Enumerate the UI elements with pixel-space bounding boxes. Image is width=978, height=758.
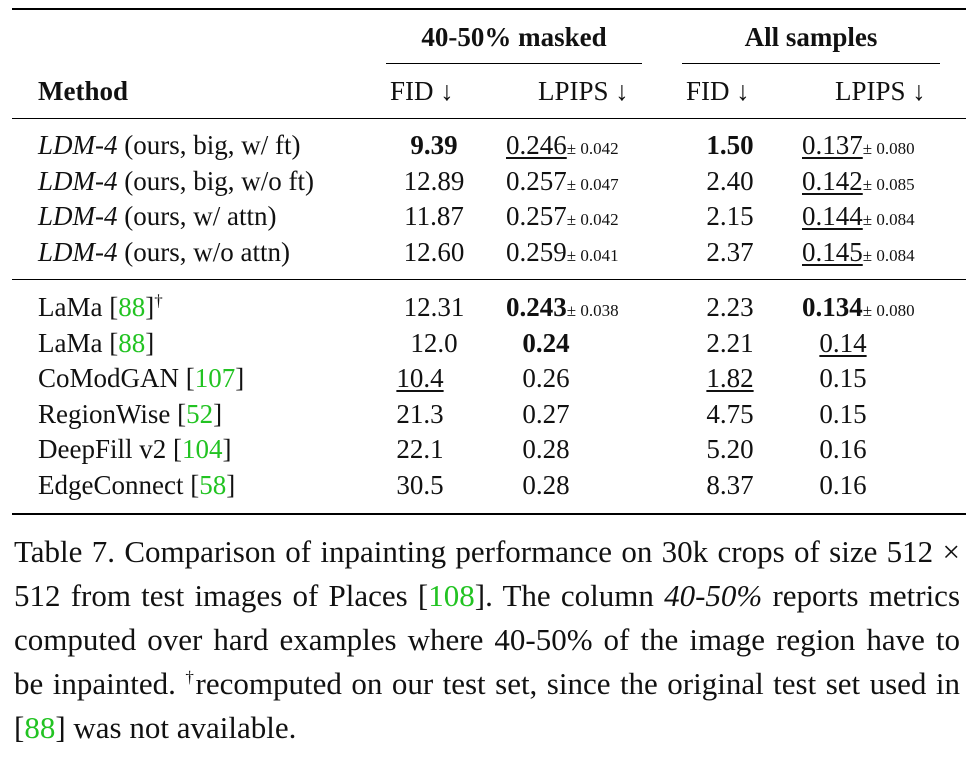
col-header-lpips-all: LPIPS ↓ [835,76,926,106]
table-row-method: DeepFill v2 [104] [38,434,232,464]
table-cell-lpips-masked: 0.26 [522,363,570,393]
table-cell-lpips-all: 0.14 [819,328,867,358]
group-header-all: All samples [744,22,878,52]
top-rule [12,8,966,10]
citation-link[interactable]: 88 [118,328,146,358]
table-cell-fid-all: 5.20 [706,434,754,464]
table-cell-fid-all: 1.82 [706,363,754,393]
table-cell-lpips-masked: 0.27 [522,399,570,429]
header-rule [12,118,966,119]
table-row-method: CoModGAN [107] [38,363,245,393]
table-cell-lpips-masked: 0.246± 0.042 [506,130,619,160]
table-row-method: RegionWise [52] [38,399,223,429]
table-cell-lpips-masked: 0.28 [522,434,570,464]
table-cell-fid-all: 2.21 [706,328,754,358]
table-cell-lpips-masked: 0.259± 0.041 [506,237,619,267]
col-header-method: Method [38,76,128,106]
table-cell-fid-all: 8.37 [706,470,754,500]
table-cell-lpips-masked: 0.24 [522,328,570,358]
table-cell-lpips-masked: 0.257± 0.047 [506,166,619,196]
table-cell-lpips-all: 0.16 [819,434,867,464]
table-cell-fid-masked: 9.39 [410,130,458,160]
table-cell-lpips-all: 0.15 [819,399,867,429]
table-cell-lpips-all: 0.137± 0.080 [802,130,915,160]
table-row-method: LaMa [88]† [38,291,163,322]
table-cell-lpips-all: 0.134± 0.080 [802,292,915,322]
citation-link[interactable]: 108 [428,578,475,613]
table-cell-fid-all: 2.15 [706,201,754,231]
col-header-fid-all: FID ↓ [686,76,750,106]
table-cell-lpips-all: 0.144± 0.084 [802,201,915,231]
citation-link[interactable]: 88 [118,292,146,322]
table-cell-fid-all: 4.75 [706,399,754,429]
table-row-method: LDM-4 (ours, big, w/o ft) [38,166,314,196]
group-rule-masked [386,63,642,64]
table-cell-lpips-masked: 0.28 [522,470,570,500]
table-caption: Table 7. Comparison of inpainting perfor… [14,534,961,745]
table-cell-fid-masked: 11.87 [404,201,464,231]
table-row-method: LDM-4 (ours, big, w/ ft) [38,130,301,160]
table-cell-fid-masked: 12.0 [410,328,458,358]
table-cell-lpips-all: 0.15 [819,363,867,393]
table-cell-lpips-masked: 0.243± 0.038 [506,292,619,322]
group-header-masked: 40-50% masked [421,22,607,52]
section-rule [12,279,966,280]
bottom-rule [12,513,966,515]
citation-link[interactable]: 52 [186,399,214,429]
table-cell-fid-all: 1.50 [706,130,754,160]
table-cell-fid-all: 2.37 [706,237,754,267]
table-row-method: LaMa [88] [38,328,155,358]
table-cell-fid-masked: 30.5 [396,470,444,500]
table-cell-fid-masked: 12.31 [403,292,465,322]
table-cell-fid-masked: 12.60 [403,237,465,267]
col-header-lpips-masked: LPIPS ↓ [538,76,629,106]
table-cell-fid-masked: 22.1 [396,434,444,464]
table-cell-lpips-all: 0.142± 0.085 [802,166,915,196]
table-cell-fid-all: 2.23 [706,292,754,322]
table-row-method: LDM-4 (ours, w/o attn) [38,237,290,267]
table-cell-lpips-all: 0.16 [819,470,867,500]
table-cell-lpips-all: 0.145± 0.084 [802,237,915,267]
table-cell-fid-all: 2.40 [706,166,754,196]
table-cell-lpips-masked: 0.257± 0.042 [506,201,619,231]
table-cell-fid-masked: 10.4 [396,363,444,393]
table-cell-fid-masked: 12.89 [403,166,465,196]
col-header-fid-masked: FID ↓ [390,76,454,106]
citation-link[interactable]: 107 [194,363,236,393]
citation-link[interactable]: 88 [24,710,56,745]
table-row-method: LDM-4 (ours, w/ attn) [38,201,277,231]
citation-link[interactable]: 58 [199,470,227,500]
table-row-method: EdgeConnect [58] [38,470,236,500]
citation-link[interactable]: 104 [181,434,223,464]
group-rule-all [682,63,940,64]
table-cell-fid-masked: 21.3 [396,399,444,429]
